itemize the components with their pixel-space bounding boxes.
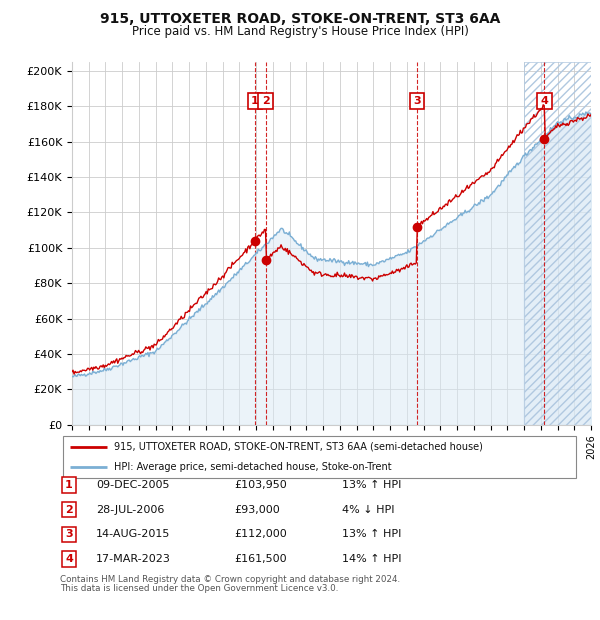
Text: £161,500: £161,500 — [234, 554, 287, 564]
Text: 2: 2 — [262, 96, 269, 106]
Text: Price paid vs. HM Land Registry's House Price Index (HPI): Price paid vs. HM Land Registry's House … — [131, 25, 469, 38]
Text: 4: 4 — [65, 554, 73, 564]
Text: 13% ↑ HPI: 13% ↑ HPI — [342, 480, 401, 490]
Text: 1: 1 — [251, 96, 259, 106]
Text: 14-AUG-2015: 14-AUG-2015 — [96, 529, 170, 539]
Text: £112,000: £112,000 — [234, 529, 287, 539]
Text: 13% ↑ HPI: 13% ↑ HPI — [342, 529, 401, 539]
Text: 1: 1 — [65, 480, 73, 490]
Text: £103,950: £103,950 — [234, 480, 287, 490]
Text: HPI: Average price, semi-detached house, Stoke-on-Trent: HPI: Average price, semi-detached house,… — [115, 463, 392, 472]
Text: 3: 3 — [413, 96, 421, 106]
Text: 09-DEC-2005: 09-DEC-2005 — [96, 480, 170, 490]
Text: 14% ↑ HPI: 14% ↑ HPI — [342, 554, 401, 564]
Text: 4% ↓ HPI: 4% ↓ HPI — [342, 505, 395, 515]
FancyBboxPatch shape — [62, 436, 577, 478]
Text: 4: 4 — [541, 96, 548, 106]
Text: 915, UTTOXETER ROAD, STOKE-ON-TRENT, ST3 6AA: 915, UTTOXETER ROAD, STOKE-ON-TRENT, ST3… — [100, 12, 500, 27]
Text: Contains HM Land Registry data © Crown copyright and database right 2024.: Contains HM Land Registry data © Crown c… — [60, 575, 400, 584]
Text: £93,000: £93,000 — [234, 505, 280, 515]
Text: 17-MAR-2023: 17-MAR-2023 — [96, 554, 171, 564]
Text: 915, UTTOXETER ROAD, STOKE-ON-TRENT, ST3 6AA (semi-detached house): 915, UTTOXETER ROAD, STOKE-ON-TRENT, ST3… — [115, 441, 484, 451]
Text: This data is licensed under the Open Government Licence v3.0.: This data is licensed under the Open Gov… — [60, 584, 338, 593]
Text: 3: 3 — [65, 529, 73, 539]
Text: 2: 2 — [65, 505, 73, 515]
Text: 28-JUL-2006: 28-JUL-2006 — [96, 505, 164, 515]
